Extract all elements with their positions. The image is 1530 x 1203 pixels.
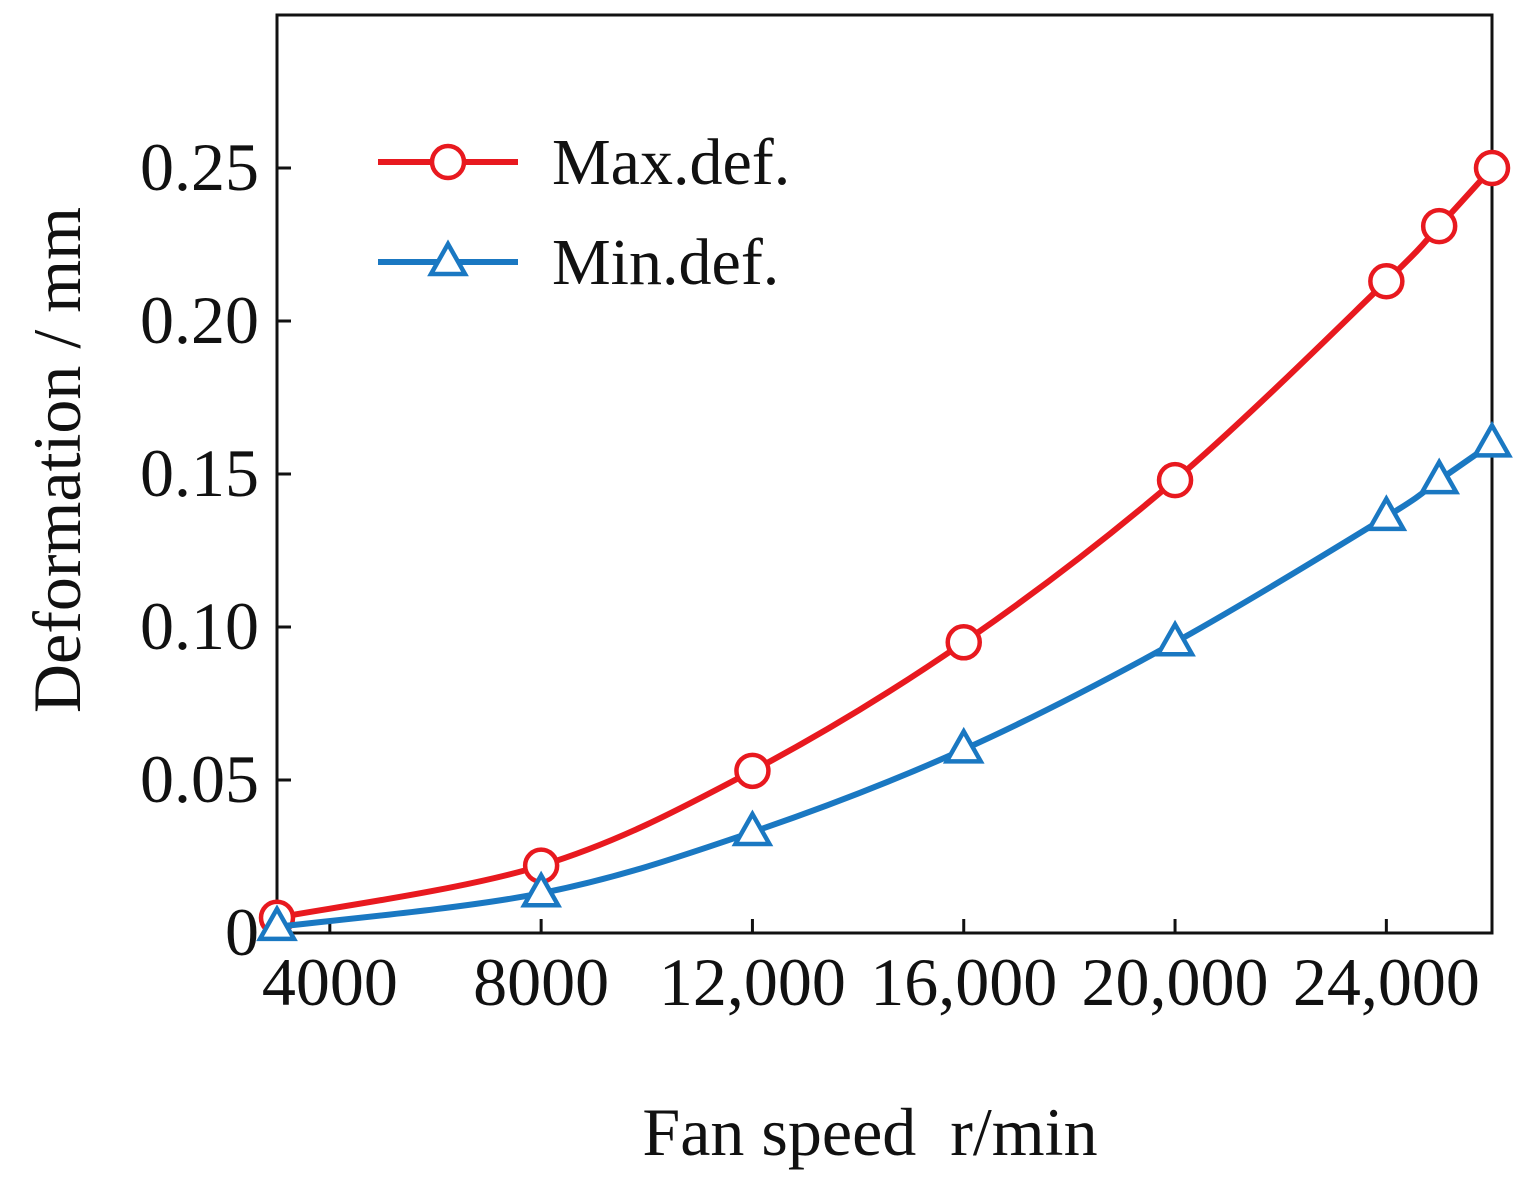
x-tick-label: 20,000 [1082,944,1269,1020]
y-tick-label: 0.25 [140,129,259,205]
y-axis-ticks: 0 0.05 0.10 0.15 0.20 0.25 [140,129,291,970]
x-tick-label: 16,000 [870,944,1057,1020]
y-tick-label: 0.05 [140,741,259,817]
series-max-def [258,149,1511,936]
y-tick-label: 0 [225,894,259,970]
y-tick-label: 0.10 [140,588,259,664]
y-axis-title: Deformation / mm [19,207,95,713]
legend-label-min-def: Min.def. [552,226,779,299]
data-point-min-def [1365,494,1408,532]
legend-marker-max-def [429,143,467,181]
data-point-min-def [1471,420,1513,458]
data-point-min-def [520,870,562,908]
data-point-max-def [1156,461,1194,499]
series-layer [256,149,1513,942]
legend-label-max-def: Max.def. [552,126,790,199]
x-axis-title: Fan speed r/min [642,1094,1097,1170]
data-point-max-def [1473,149,1511,187]
x-tick-label: 12,000 [659,944,846,1020]
series-line-min-def [274,440,1495,930]
series-min-def [256,420,1513,942]
data-point-min-def [731,809,774,847]
data-point-min-def [1154,619,1196,657]
x-tick-label: 8000 [473,944,609,1020]
legend-marker-min-def [427,239,469,277]
data-point-max-def [734,752,771,790]
x-axis-ticks: 4000 8000 12,000 16,000 20,000 24,000 [262,919,1480,1020]
legend: Max.def. Min.def. [378,126,790,299]
y-tick-label: 0.15 [140,435,259,511]
data-point-min-def [256,904,298,942]
data-point-max-def [1420,207,1458,245]
x-tick-label: 4000 [262,944,398,1020]
data-point-max-def [945,624,982,661]
data-point-max-def [1368,262,1405,300]
series-line-max-def [274,165,1495,921]
x-tick-label: 24,000 [1293,944,1480,1020]
data-point-min-def [942,726,985,764]
data-point-min-def [1418,457,1461,495]
y-tick-label: 0.20 [140,282,259,358]
